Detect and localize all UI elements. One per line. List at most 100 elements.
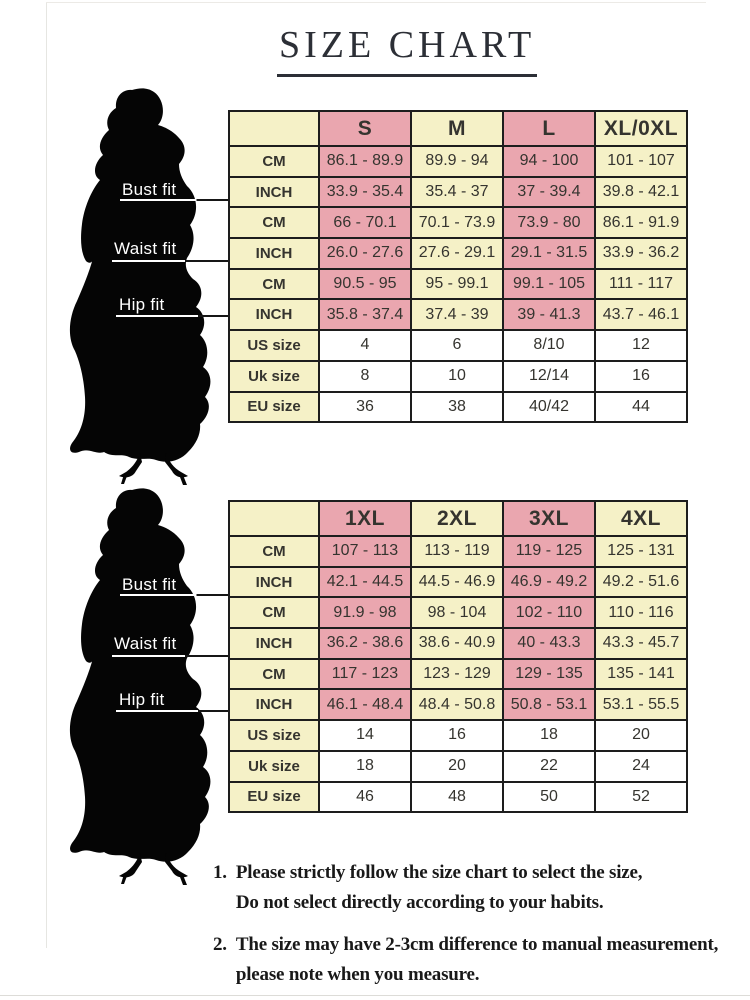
value-cell: 33.9 - 35.4 [318, 175, 412, 209]
value-cell: 16 [410, 719, 504, 752]
value-cell: 98 - 104 [410, 596, 504, 630]
size-column-header-4xl: 4XL [594, 500, 688, 537]
value-cell: 18 [502, 719, 596, 752]
size-column-header-2xl: 2XL [410, 500, 504, 537]
table-row-size-uk-size: Uk size 8 10 12/14 16 [228, 359, 688, 393]
value-cell: 102 - 110 [502, 596, 596, 630]
row-label-cell: INCH [228, 175, 320, 209]
table-row-size-eu-size: EU size 36 38 40/42 44 [228, 390, 688, 424]
value-cell: 44 [594, 390, 688, 424]
note-number: 1. [213, 862, 227, 883]
value-cell: 39 - 41.3 [502, 298, 596, 332]
value-cell: 49.2 - 51.6 [594, 565, 688, 599]
value-cell: 40/42 [502, 390, 596, 424]
size-column-header-s: S [318, 110, 412, 147]
note-item: 2. The size may have 2-3cm difference to… [213, 930, 743, 990]
value-cell: 101 - 107 [594, 145, 688, 178]
row-label-cell: EU size [228, 390, 320, 424]
table-row-bust-cm: CM 107 - 113 113 - 119 119 - 125 125 - 131 [228, 535, 688, 568]
row-label-cell: INCH [228, 298, 320, 332]
value-cell: 95 - 99.1 [410, 267, 504, 301]
value-cell: 8 [318, 359, 412, 393]
table-row-bust-cm: CM 86.1 - 89.9 89.9 - 94 94 - 100 101 - 107 [228, 145, 688, 178]
value-cell: 46 [318, 780, 412, 814]
value-cell: 48.4 - 50.8 [410, 688, 504, 722]
woman-silhouette [69, 88, 211, 485]
value-cell: 8/10 [502, 329, 596, 362]
bust-fit-pointer-line [120, 594, 228, 596]
value-cell: 37.4 - 39 [410, 298, 504, 332]
value-cell: 73.9 - 80 [502, 206, 596, 240]
note-number: 2. [213, 934, 227, 955]
woman-silhouette [69, 488, 211, 885]
table-row-waist-inch: INCH 36.2 - 38.6 38.6 - 40.9 40 - 43.3 43.3 … [228, 627, 688, 660]
value-cell: 86.1 - 91.9 [594, 206, 688, 240]
size-header-row: 1XL 2XL 3XL 4XL [228, 500, 688, 537]
size-column-header-xl-0xl: XL/0XL [594, 110, 688, 147]
row-label-cell: US size [228, 719, 320, 752]
row-label-cell: CM [228, 145, 320, 178]
size-column-header-m: M [410, 110, 504, 147]
row-label-cell: CM [228, 596, 320, 630]
value-cell: 24 [594, 749, 688, 783]
note-line: please note when you measure. [235, 964, 480, 985]
waist-fit-label: Waist fit [114, 634, 177, 653]
value-cell: 89.9 - 94 [410, 145, 504, 178]
row-label-cell: CM [228, 535, 320, 568]
size-column-header-3xl: 3XL [502, 500, 596, 537]
value-cell: 90.5 - 95 [318, 267, 412, 301]
row-label-cell: CM [228, 657, 320, 691]
value-cell: 16 [594, 359, 688, 393]
page-title: SIZE CHART [277, 24, 538, 77]
value-cell: 50.8 - 53.1 [502, 688, 596, 722]
note-line: Do not select directly according to your… [235, 892, 604, 913]
hip-fit-label: Hip fit [119, 295, 165, 314]
row-label-cell: Uk size [228, 749, 320, 783]
table-row-bust-inch: INCH 42.1 - 44.5 44.5 - 46.9 46.9 - 49.2 49.… [228, 565, 688, 599]
value-cell: 110 - 116 [594, 596, 688, 630]
value-cell: 29.1 - 31.5 [502, 237, 596, 270]
value-cell: 40 - 43.3 [502, 627, 596, 660]
value-cell: 38 [410, 390, 504, 424]
table-row-waist-inch: INCH 26.0 - 27.6 27.6 - 29.1 29.1 - 31.5 33.… [228, 237, 688, 270]
value-cell: 125 - 131 [594, 535, 688, 568]
value-cell: 111 - 117 [594, 267, 688, 301]
value-cell: 37 - 39.4 [502, 175, 596, 209]
row-label-cell: INCH [228, 237, 320, 270]
corner-cell [228, 110, 320, 147]
value-cell: 42.1 - 44.5 [318, 565, 412, 599]
row-label-cell: INCH [228, 688, 320, 722]
hip-fit-label: Hip fit [119, 690, 165, 709]
hip-fit-pointer-line [116, 710, 228, 712]
row-label-cell: INCH [228, 627, 320, 660]
note-line: The size may have 2-3cm difference to ma… [235, 934, 719, 955]
row-label-cell: CM [228, 267, 320, 301]
value-cell: 107 - 113 [318, 535, 412, 568]
table-row-waist-cm: CM 91.9 - 98 98 - 104 102 - 110 110 - 116 [228, 596, 688, 630]
value-cell: 20 [594, 719, 688, 752]
value-cell: 91.9 - 98 [318, 596, 412, 630]
bust-fit-label: Bust fit [122, 180, 177, 199]
value-cell: 46.9 - 49.2 [502, 565, 596, 599]
value-cell: 36 [318, 390, 412, 424]
row-label-cell: EU size [228, 780, 320, 814]
value-cell: 26.0 - 27.6 [318, 237, 412, 270]
note-item: 1. Please strictly follow the size chart… [213, 858, 743, 918]
value-cell: 39.8 - 42.1 [594, 175, 688, 209]
row-label-cell: INCH [228, 565, 320, 599]
corner-cell [228, 500, 320, 537]
bust-fit-pointer-line [120, 199, 228, 201]
value-cell: 12 [594, 329, 688, 362]
note-line: Please strictly follow the size chart to… [235, 862, 643, 883]
value-cell: 22 [502, 749, 596, 783]
value-cell: 35.8 - 37.4 [318, 298, 412, 332]
page-title-wrap: SIZE CHART [277, 24, 538, 77]
value-cell: 66 - 70.1 [318, 206, 412, 240]
value-cell: 135 - 141 [594, 657, 688, 691]
footer-notes: 1. Please strictly follow the size chart… [213, 858, 743, 1000]
value-cell: 36.2 - 38.6 [318, 627, 412, 660]
photo-edge-line [46, 2, 706, 3]
bust-fit-label: Bust fit [122, 575, 177, 594]
value-cell: 46.1 - 48.4 [318, 688, 412, 722]
